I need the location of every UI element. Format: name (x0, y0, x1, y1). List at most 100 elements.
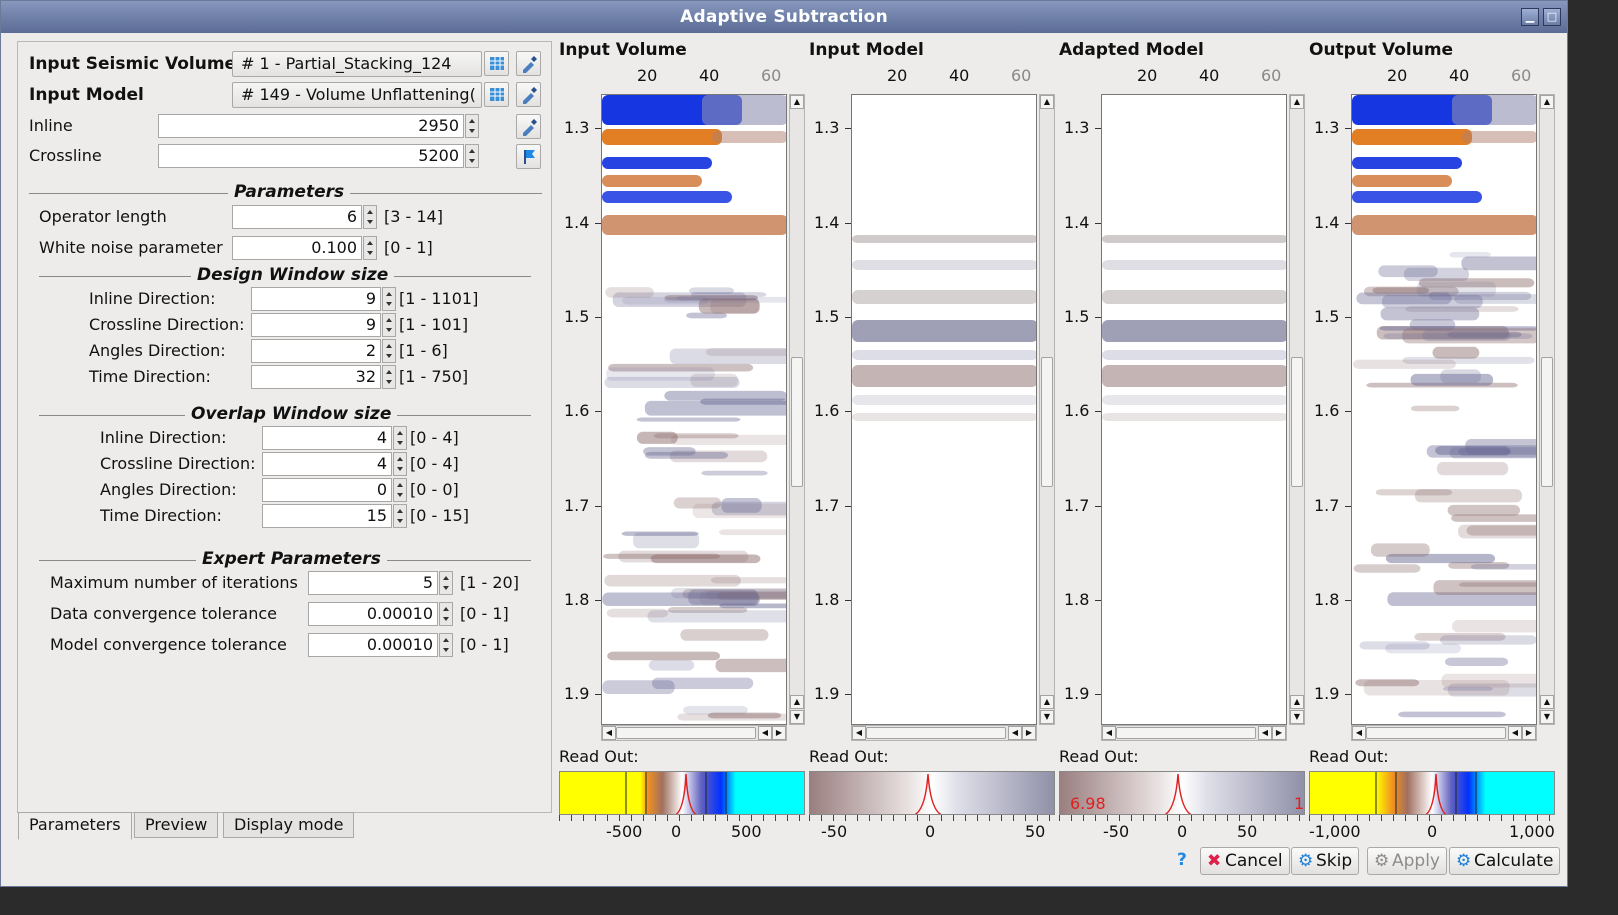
white-noise-input[interactable]: 0.100 (232, 236, 362, 260)
vertical-scrollbar[interactable]: ▲ ▲ ▼ (1039, 94, 1055, 725)
volume-select-icon[interactable] (484, 51, 509, 76)
scroll-down-icon[interactable]: ▲ (1540, 695, 1554, 709)
design-time-input[interactable]: 32 (251, 365, 381, 389)
operator-length-input[interactable]: 6 (232, 205, 362, 229)
seismic-plot[interactable] (1351, 94, 1537, 725)
crossline-input[interactable]: 5200 (158, 144, 464, 168)
design-time-spinner[interactable] (382, 365, 396, 389)
scroll-thumb[interactable] (791, 357, 803, 487)
scroll-down-icon[interactable]: ▼ (1040, 710, 1054, 724)
seismic-plot[interactable] (1101, 94, 1287, 725)
scroll-left-icon[interactable]: ◀ (758, 726, 772, 740)
horizontal-scrollbar[interactable]: ◀ ◀ ▶ (601, 725, 787, 741)
scroll-left-icon[interactable]: ◀ (602, 726, 616, 740)
scroll-up-icon[interactable]: ▲ (790, 95, 804, 109)
design-crossline-input[interactable]: 9 (251, 313, 381, 337)
scroll-thumb[interactable] (1291, 357, 1303, 487)
operator-length-spinner[interactable] (363, 205, 377, 229)
data-tolerance-input[interactable]: 0.00010 (308, 602, 438, 626)
scroll-down-icon[interactable]: ▲ (1040, 695, 1054, 709)
scroll-right-icon[interactable]: ▶ (772, 726, 786, 740)
white-noise-spinner[interactable] (363, 236, 377, 260)
overlap-inline-spinner[interactable] (393, 426, 407, 450)
colorbar[interactable] (809, 771, 1055, 815)
design-angles-input[interactable]: 2 (251, 339, 381, 363)
inline-spinner[interactable] (465, 114, 479, 138)
max-iterations-spinner[interactable] (439, 571, 453, 595)
input-seismic-select[interactable]: # 1 - Partial_Stacking_124 (232, 51, 482, 77)
scroll-right-icon[interactable]: ▶ (1022, 726, 1036, 740)
overlap-inline-input[interactable]: 4 (262, 426, 392, 450)
pick-seismic-icon[interactable] (516, 51, 541, 76)
overlap-angles-input[interactable]: 0 (262, 478, 392, 502)
horizontal-scrollbar[interactable]: ◀ ◀ ▶ (851, 725, 1037, 741)
colorbar[interactable]: 6.98 1 (1059, 771, 1305, 815)
colorbar-tick-label: -50 (1103, 822, 1130, 841)
cancel-button[interactable]: ✖ Cancel (1200, 847, 1290, 875)
scroll-down-icon[interactable]: ▼ (790, 710, 804, 724)
tab-preview[interactable]: Preview (134, 812, 219, 838)
seismic-plot[interactable] (601, 94, 787, 725)
max-iterations-input[interactable]: 5 (308, 571, 438, 595)
scroll-thumb[interactable] (1116, 727, 1256, 739)
input-model-select[interactable]: # 149 - Volume Unflattening( (232, 82, 482, 108)
colorbar[interactable] (559, 771, 805, 815)
scroll-left-icon[interactable]: ◀ (1102, 726, 1116, 740)
overlap-angles-spinner[interactable] (393, 478, 407, 502)
scroll-left-icon[interactable]: ◀ (1352, 726, 1366, 740)
scroll-up-icon[interactable]: ▲ (1040, 95, 1054, 109)
tab-display-mode[interactable]: Display mode (223, 812, 355, 838)
scroll-left-icon[interactable]: ◀ (1258, 726, 1272, 740)
inline-input[interactable]: 2950 (158, 114, 464, 138)
overlap-crossline-input[interactable]: 4 (262, 452, 392, 476)
scroll-right-icon[interactable]: ▶ (1522, 726, 1536, 740)
crossline-spinner[interactable] (465, 144, 479, 168)
minimize-button[interactable]: ▁ (1521, 8, 1539, 26)
apply-button[interactable]: ⚙ Apply (1367, 847, 1447, 875)
horizontal-scrollbar[interactable]: ◀ ◀ ▶ (1101, 725, 1287, 741)
help-button[interactable]: ? (1177, 850, 1187, 870)
scroll-up-icon[interactable]: ▲ (1540, 95, 1554, 109)
colorbar[interactable] (1309, 771, 1555, 815)
horizontal-scrollbar[interactable]: ◀ ◀ ▶ (1351, 725, 1537, 741)
vertical-scrollbar[interactable]: ▲ ▲ ▼ (789, 94, 805, 725)
pick-model-icon[interactable] (516, 82, 541, 107)
calculate-button[interactable]: ⚙ Calculate (1449, 847, 1561, 875)
scroll-left-icon[interactable]: ◀ (1008, 726, 1022, 740)
maximize-button[interactable]: □ (1543, 8, 1561, 26)
pick-position-icon[interactable] (516, 114, 541, 139)
model-tolerance-spinner[interactable] (439, 633, 453, 657)
scroll-thumb[interactable] (616, 727, 756, 739)
vertical-scrollbar[interactable]: ▲ ▲ ▼ (1539, 94, 1555, 725)
overlap-time-spinner[interactable] (393, 504, 407, 528)
scroll-thumb[interactable] (1541, 357, 1553, 487)
overlap-crossline-spinner[interactable] (393, 452, 407, 476)
design-inline-input[interactable]: 9 (251, 287, 381, 311)
design-crossline-spinner[interactable] (382, 313, 396, 337)
seismic-plot[interactable] (851, 94, 1037, 725)
design-angles-label: Angles Direction: (89, 341, 226, 360)
flag-icon[interactable] (516, 144, 541, 169)
model-tolerance-input[interactable]: 0.00010 (308, 633, 438, 657)
scroll-down-icon[interactable]: ▼ (1290, 710, 1304, 724)
scroll-up-icon[interactable]: ▲ (1290, 95, 1304, 109)
vertical-scrollbar[interactable]: ▲ ▲ ▼ (1289, 94, 1305, 725)
skip-button[interactable]: ⚙ Skip (1291, 847, 1360, 875)
scroll-left-icon[interactable]: ◀ (852, 726, 866, 740)
scroll-thumb[interactable] (1041, 357, 1053, 487)
data-tolerance-spinner[interactable] (439, 602, 453, 626)
tab-parameters[interactable]: Parameters (18, 812, 132, 840)
overlap-time-input[interactable]: 15 (262, 504, 392, 528)
model-select-icon[interactable] (484, 82, 509, 107)
scroll-thumb[interactable] (1366, 727, 1506, 739)
scroll-thumb[interactable] (866, 727, 1006, 739)
design-inline-spinner[interactable] (382, 287, 396, 311)
scroll-down-icon[interactable]: ▼ (1540, 710, 1554, 724)
desktop-background (1568, 0, 1618, 915)
scroll-down-icon[interactable]: ▲ (1290, 695, 1304, 709)
crossline-label: Crossline (29, 146, 102, 165)
scroll-left-icon[interactable]: ◀ (1508, 726, 1522, 740)
scroll-right-icon[interactable]: ▶ (1272, 726, 1286, 740)
scroll-down-icon[interactable]: ▲ (790, 695, 804, 709)
design-angles-spinner[interactable] (382, 339, 396, 363)
